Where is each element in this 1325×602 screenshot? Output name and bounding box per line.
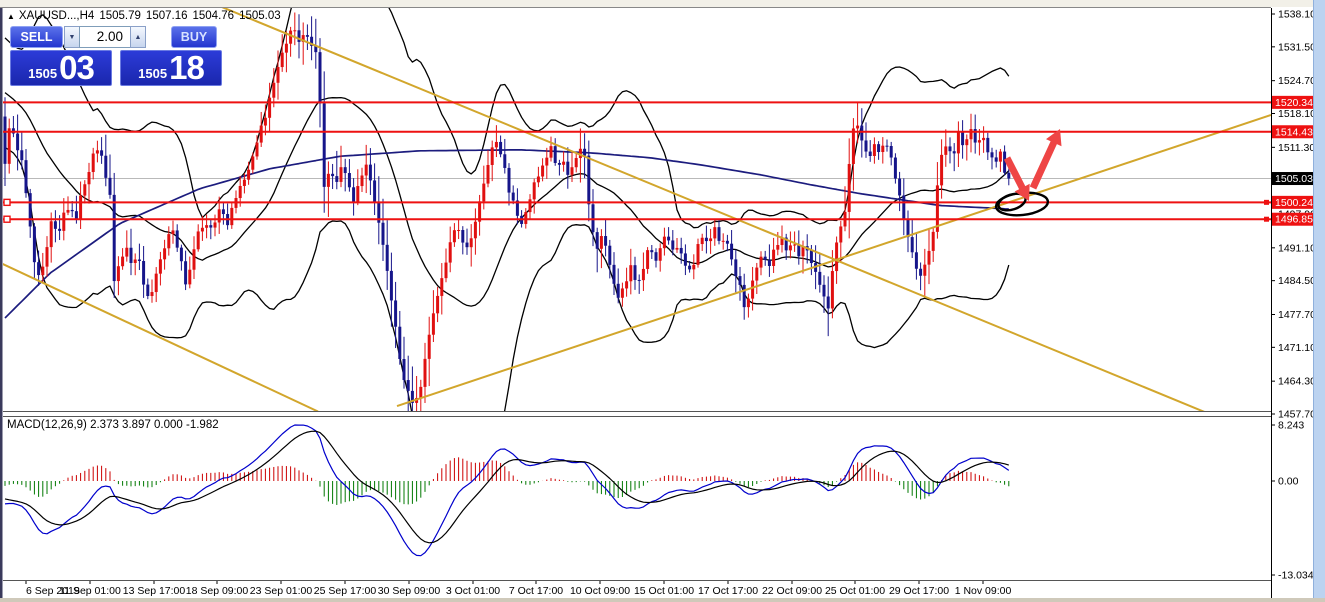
quote-close: 1505.03 xyxy=(239,10,281,22)
svg-text:3 Oct 01:00: 3 Oct 01:00 xyxy=(446,585,500,597)
quote-open: 1505.79 xyxy=(99,10,141,22)
svg-text:29 Oct 17:00: 29 Oct 17:00 xyxy=(889,585,949,597)
svg-text:-13.034: -13.034 xyxy=(1278,570,1314,582)
svg-text:1518.10: 1518.10 xyxy=(1278,108,1316,120)
svg-text:30 Sep 09:00: 30 Sep 09:00 xyxy=(378,585,441,597)
svg-text:1464.30: 1464.30 xyxy=(1278,376,1316,388)
volume-increase-button[interactable]: ▲ xyxy=(130,26,146,48)
svg-text:1538.10: 1538.10 xyxy=(1278,9,1316,21)
direction-arrow[interactable] xyxy=(1029,129,1062,190)
svg-text:1505.03: 1505.03 xyxy=(1275,173,1313,185)
svg-text:1531.50: 1531.50 xyxy=(1278,41,1316,53)
sell-price-panel[interactable]: 1505 03 xyxy=(10,50,112,86)
svg-text:1524.70: 1524.70 xyxy=(1278,75,1316,87)
macd-indicator-label: MACD(12,26,9) 2.373 3.897 0.000 -1.982 xyxy=(7,419,219,431)
svg-text:25 Sep 17:00: 25 Sep 17:00 xyxy=(314,585,377,597)
sell-button[interactable]: SELL xyxy=(10,26,63,48)
buy-price-handle: 1505 xyxy=(138,65,168,81)
svg-text:1520.34: 1520.34 xyxy=(1275,97,1313,109)
svg-text:1500.24: 1500.24 xyxy=(1275,197,1313,209)
svg-text:1511.30: 1511.30 xyxy=(1278,142,1315,154)
buy-price-panel[interactable]: 1505 18 xyxy=(120,50,222,86)
candlesticks xyxy=(3,12,1011,412)
svg-text:25 Oct 01:00: 25 Oct 01:00 xyxy=(825,585,885,597)
trend-lines[interactable] xyxy=(0,0,1271,413)
chart-annotations[interactable] xyxy=(994,129,1062,218)
one-click-trading-widget: SELL ▼ 2.00 ▲ BUY 1505 03 1505 18 xyxy=(8,26,223,86)
svg-text:1496.85: 1496.85 xyxy=(1275,214,1313,226)
moving-average-line xyxy=(4,148,1009,319)
svg-text:1491.10: 1491.10 xyxy=(1278,242,1316,254)
panel-frame xyxy=(0,7,1313,581)
svg-text:22 Oct 09:00: 22 Oct 09:00 xyxy=(762,585,822,597)
sell-price-pips: 03 xyxy=(59,49,95,86)
volume-decrease-button[interactable]: ▼ xyxy=(64,26,80,48)
quote-high: 1507.16 xyxy=(145,10,188,22)
svg-text:1477.70: 1477.70 xyxy=(1278,309,1316,321)
buy-price-pips: 18 xyxy=(169,49,205,86)
trendline[interactable] xyxy=(396,114,1271,407)
svg-text:1471.10: 1471.10 xyxy=(1278,342,1316,354)
svg-text:18 Sep 09:00: 18 Sep 09:00 xyxy=(186,585,249,597)
svg-text:1484.50: 1484.50 xyxy=(1278,275,1316,287)
svg-text:1457.70: 1457.70 xyxy=(1278,408,1316,420)
price-axis: 1538.101531.501524.701518.101511.301497.… xyxy=(1271,0,1316,598)
svg-text:1514.43: 1514.43 xyxy=(1275,126,1313,138)
svg-text:17 Oct 17:00: 17 Oct 17:00 xyxy=(698,585,758,597)
svg-text:11 Sep 01:00: 11 Sep 01:00 xyxy=(59,585,121,597)
sell-price-handle: 1505 xyxy=(28,65,58,81)
symbol-name: XAUUSD...,H4 xyxy=(18,10,95,22)
quote-low: 1504.76 xyxy=(192,10,235,22)
svg-text:8.243: 8.243 xyxy=(1278,420,1304,432)
svg-text:23 Sep 01:00: 23 Sep 01:00 xyxy=(250,585,313,597)
buy-button[interactable]: BUY xyxy=(171,26,217,48)
direction-arrow[interactable] xyxy=(1003,156,1030,201)
macd-axis: 8.243 0.00 -13.034 xyxy=(1271,420,1314,582)
svg-text:10 Oct 09:00: 10 Oct 09:00 xyxy=(570,585,630,597)
trendline[interactable] xyxy=(205,0,1208,413)
macd-indicator xyxy=(4,424,1010,557)
volume-input[interactable]: 2.00 xyxy=(79,26,131,48)
svg-text:0.00: 0.00 xyxy=(1278,476,1299,488)
svg-text:1 Nov 09:00: 1 Nov 09:00 xyxy=(955,585,1012,597)
symbol-marker-icon: ▲ xyxy=(7,12,15,21)
symbol-info: ▲ XAUUSD...,H4 1505.79 1507.16 1504.76 1505.0… xyxy=(7,10,281,22)
price-badges: 1520.34 1514.43 1505.03 1500.24 1496.85 xyxy=(1261,95,1316,226)
svg-text:13 Sep 17:00: 13 Sep 17:00 xyxy=(123,585,186,597)
trendline[interactable] xyxy=(0,263,319,412)
svg-text:6 Sep 2019: 6 Sep 2019 xyxy=(26,585,80,597)
svg-text:7 Oct 17:00: 7 Oct 17:00 xyxy=(509,585,563,597)
svg-text:15 Oct 01:00: 15 Oct 01:00 xyxy=(634,585,694,597)
